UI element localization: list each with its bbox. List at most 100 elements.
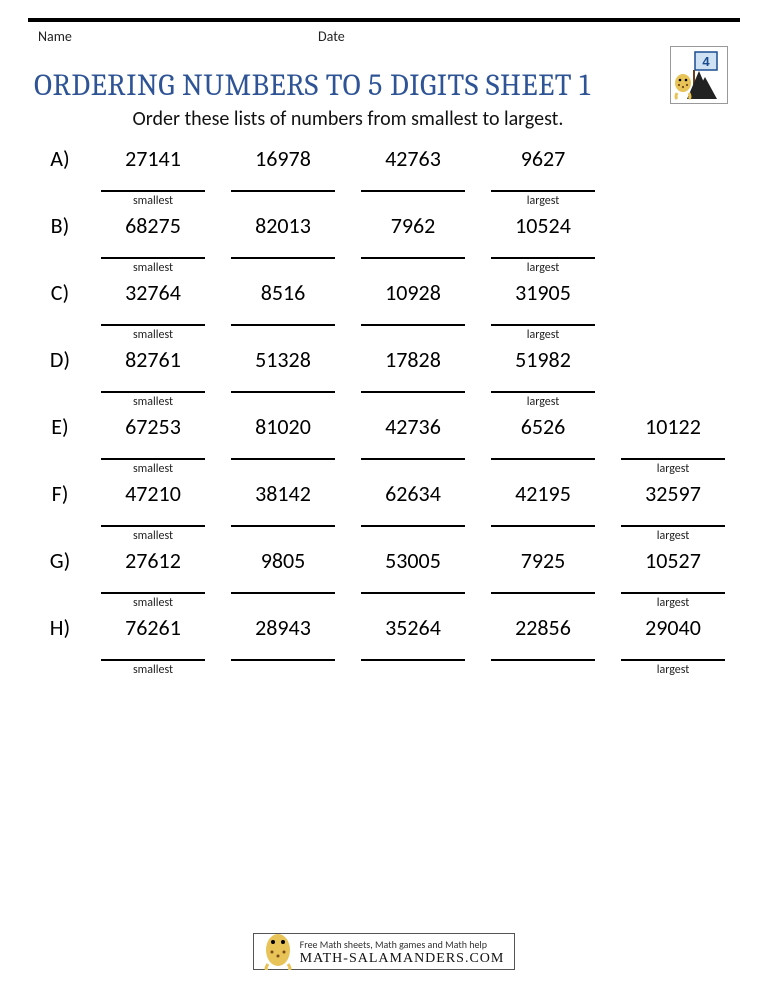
- answer-cell: [218, 379, 348, 409]
- blank-label: [282, 261, 285, 275]
- blank-label: [282, 529, 285, 543]
- answer-blank[interactable]: [361, 647, 465, 661]
- blank-label: [282, 596, 285, 610]
- problems-container: A)2714116978427639627smallest largestB)6…: [28, 145, 740, 677]
- number-cell: 53005: [348, 547, 478, 574]
- smallest-label: smallest: [133, 328, 173, 342]
- answer-blank[interactable]: [101, 446, 205, 460]
- number-cell: 17828: [348, 346, 478, 373]
- answer-cell: [218, 647, 348, 677]
- answer-cell: [218, 312, 348, 342]
- problem-letter: C): [32, 279, 88, 306]
- answer-blank[interactable]: [491, 446, 595, 460]
- answer-cell: [218, 178, 348, 208]
- answer-cell: largest: [608, 647, 738, 677]
- answer-blank[interactable]: [231, 446, 335, 460]
- answer-blank[interactable]: [491, 513, 595, 527]
- problem-row: F)4721038142626344219532597smallest larg…: [28, 480, 740, 543]
- problem-letter: H): [32, 614, 88, 641]
- number-cell: 22856: [478, 614, 608, 641]
- answer-blank[interactable]: [101, 580, 205, 594]
- answer-blank[interactable]: [231, 513, 335, 527]
- answer-cell: [348, 178, 478, 208]
- problem-row: H)7626128943352642285629040smallest larg…: [28, 614, 740, 677]
- smallest-label: smallest: [133, 462, 173, 476]
- answer-blank[interactable]: [621, 647, 725, 661]
- blank-label: [542, 462, 545, 476]
- answer-blank[interactable]: [231, 245, 335, 259]
- problem-numbers-row: E)672538102042736652610122: [28, 413, 740, 440]
- answer-blank[interactable]: [361, 513, 465, 527]
- answer-cell: smallest: [88, 245, 218, 275]
- answer-blank[interactable]: [101, 312, 205, 326]
- answer-blank[interactable]: [491, 580, 595, 594]
- answer-cell: largest: [478, 379, 608, 409]
- answer-blank[interactable]: [101, 647, 205, 661]
- answer-cell: smallest: [88, 513, 218, 543]
- blank-label: [282, 328, 285, 342]
- number-cell: 82013: [218, 212, 348, 239]
- answer-blank[interactable]: [361, 580, 465, 594]
- largest-label: largest: [657, 462, 690, 476]
- answer-blank[interactable]: [621, 513, 725, 527]
- answer-blank[interactable]: [231, 379, 335, 393]
- answer-blank[interactable]: [361, 312, 465, 326]
- answer-blank[interactable]: [231, 580, 335, 594]
- answer-cell: largest: [478, 178, 608, 208]
- answer-blank[interactable]: [231, 647, 335, 661]
- blank-label: [412, 261, 415, 275]
- answer-blank[interactable]: [361, 245, 465, 259]
- number-cell: 9627: [478, 145, 608, 172]
- answer-cell: [348, 580, 478, 610]
- answer-blank[interactable]: [491, 647, 595, 661]
- answer-blank[interactable]: [491, 379, 595, 393]
- answer-blank[interactable]: [361, 178, 465, 192]
- answer-cell: [218, 580, 348, 610]
- answer-cell: smallest: [88, 312, 218, 342]
- answer-blank[interactable]: [491, 245, 595, 259]
- answer-blank[interactable]: [231, 178, 335, 192]
- number-cell: 67253: [88, 413, 218, 440]
- answer-blank[interactable]: [101, 245, 205, 259]
- answer-blank[interactable]: [101, 379, 205, 393]
- number-cell: 9805: [218, 547, 348, 574]
- answer-blank[interactable]: [231, 312, 335, 326]
- salamander-icon: [256, 920, 300, 970]
- footer: Free Math sheets, Math games and Math he…: [0, 933, 768, 970]
- number-cell: 47210: [88, 480, 218, 507]
- blank-label: [282, 395, 285, 409]
- answer-row: smallest largest: [88, 245, 740, 275]
- answer-blank[interactable]: [621, 580, 725, 594]
- answer-cell: [478, 647, 608, 677]
- largest-label: largest: [527, 261, 560, 275]
- answer-blank[interactable]: [361, 446, 465, 460]
- footer-tagline: Free Math sheets, Math games and Math he…: [300, 938, 505, 951]
- problem-letter: E): [32, 413, 88, 440]
- problem-numbers-row: A)2714116978427639627: [28, 145, 740, 172]
- answer-blank[interactable]: [491, 312, 595, 326]
- answer-blank[interactable]: [101, 513, 205, 527]
- number-cell: 31905: [478, 279, 608, 306]
- answer-cell: [218, 446, 348, 476]
- answer-blank[interactable]: [101, 178, 205, 192]
- answer-row: smallest largest: [88, 647, 740, 677]
- number-cell: 6526: [478, 413, 608, 440]
- answer-row: smallest largest: [88, 513, 740, 543]
- largest-label: largest: [527, 194, 560, 208]
- answer-blank[interactable]: [361, 379, 465, 393]
- blank-label: [412, 529, 415, 543]
- answer-cell: largest: [608, 513, 738, 543]
- answer-row: smallest largest: [88, 178, 740, 208]
- problem-row: E)672538102042736652610122 smallest large…: [28, 413, 740, 476]
- largest-label: largest: [657, 529, 690, 543]
- problem-letter: B): [32, 212, 88, 239]
- largest-label: largest: [527, 395, 560, 409]
- answer-blank[interactable]: [491, 178, 595, 192]
- smallest-label: smallest: [133, 596, 173, 610]
- header-row: Name Date: [28, 28, 740, 50]
- number-cell: 82761: [88, 346, 218, 373]
- blank-label: [542, 596, 545, 610]
- problem-row: B)6827582013796210524smallest largest: [28, 212, 740, 275]
- answer-blank[interactable]: [621, 446, 725, 460]
- answer-row: smallest largest: [88, 379, 740, 409]
